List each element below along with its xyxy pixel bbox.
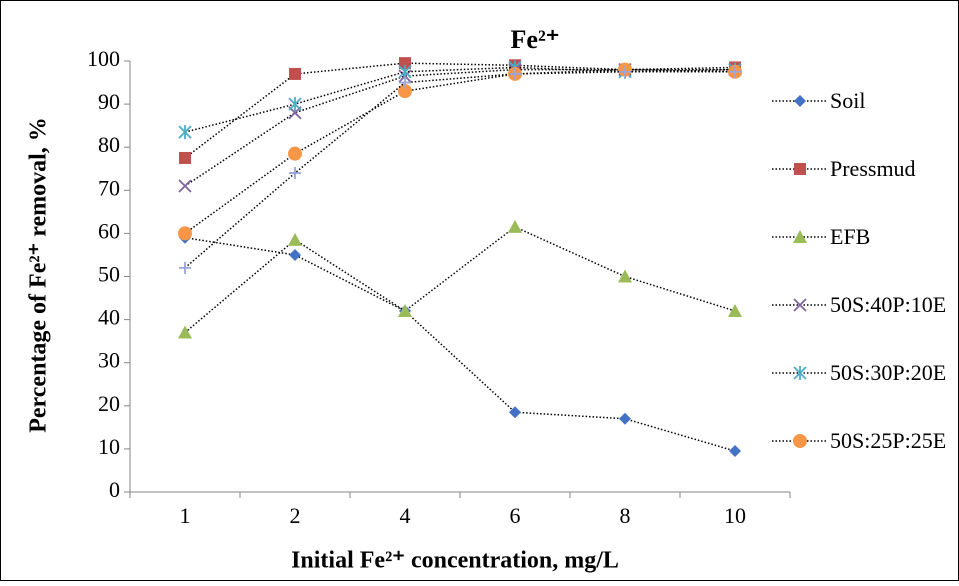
marker (178, 125, 192, 140)
y-tick-label: 100 (87, 46, 120, 71)
marker (398, 303, 412, 317)
marker (289, 67, 301, 80)
marker (178, 325, 192, 339)
y-tick-label: 10 (98, 434, 120, 459)
marker (288, 232, 302, 246)
marker (728, 303, 742, 317)
marker (508, 219, 522, 233)
chart-title: Fe²⁺ (511, 25, 560, 54)
marker (178, 226, 192, 241)
legend-label: 50S:30P:20E (830, 360, 947, 385)
marker (399, 57, 411, 70)
legend-entry: 50S:25P:25E (830, 428, 947, 453)
y-axis-label: Percentage of Fe²⁺ removal, % (26, 117, 52, 433)
legend-marker (793, 366, 807, 380)
x-tick-label: 10 (724, 503, 746, 528)
y-tick-label: 50 (98, 262, 120, 287)
x-tick-label: 1 (180, 503, 191, 528)
marker (288, 146, 302, 161)
legend-marker (793, 298, 807, 312)
legend-label: 50S:25P:25E (830, 428, 947, 453)
legend-label: EFB (830, 224, 871, 249)
legend-entry: 50S:40P:10E (830, 292, 947, 317)
legend-entry: Soil (830, 88, 866, 113)
series-line (184, 68, 736, 235)
marker (618, 269, 632, 283)
series-line (184, 71, 735, 269)
y-tick-label: 20 (98, 391, 120, 416)
legend-entry: 50S:30P:20E (830, 360, 947, 385)
legend-entry: EFB (830, 224, 871, 249)
marker (289, 248, 301, 261)
marker (619, 65, 631, 78)
legend-marker (793, 434, 807, 448)
marker (398, 64, 412, 79)
legend-marker (793, 230, 807, 243)
series-line (184, 68, 735, 187)
x-tick-label: 4 (400, 503, 411, 528)
marker (509, 67, 521, 80)
y-tick-label: 30 (98, 348, 120, 373)
legend-entry: Pressmud (830, 156, 916, 181)
legend-label: 50S:40P:10E (830, 292, 947, 317)
marker (289, 167, 301, 180)
marker (509, 406, 521, 419)
y-tick-label: 60 (98, 218, 120, 243)
marker (178, 179, 192, 193)
x-tick-label: 2 (290, 503, 301, 528)
marker (729, 65, 741, 78)
y-tick-label: 70 (98, 175, 120, 200)
marker (288, 97, 302, 112)
x-tick-label: 6 (510, 503, 521, 528)
marker (399, 76, 411, 89)
legend-marker (794, 95, 806, 107)
x-axis-label: Initial Fe²⁺ concentration, mg/L (291, 548, 619, 574)
y-tick-label: 0 (109, 477, 120, 502)
y-tick-label: 40 (98, 305, 120, 330)
marker (179, 261, 191, 274)
legend-label: Soil (830, 88, 866, 113)
y-tick-label: 80 (98, 132, 120, 157)
marker (398, 84, 412, 99)
marker (619, 412, 631, 425)
series-line (184, 226, 736, 334)
x-tick-label: 8 (620, 503, 631, 528)
marker (179, 151, 191, 164)
marker (729, 445, 741, 458)
y-tick-label: 90 (98, 89, 120, 114)
legend-marker (794, 163, 806, 175)
legend-label: Pressmud (830, 156, 916, 181)
